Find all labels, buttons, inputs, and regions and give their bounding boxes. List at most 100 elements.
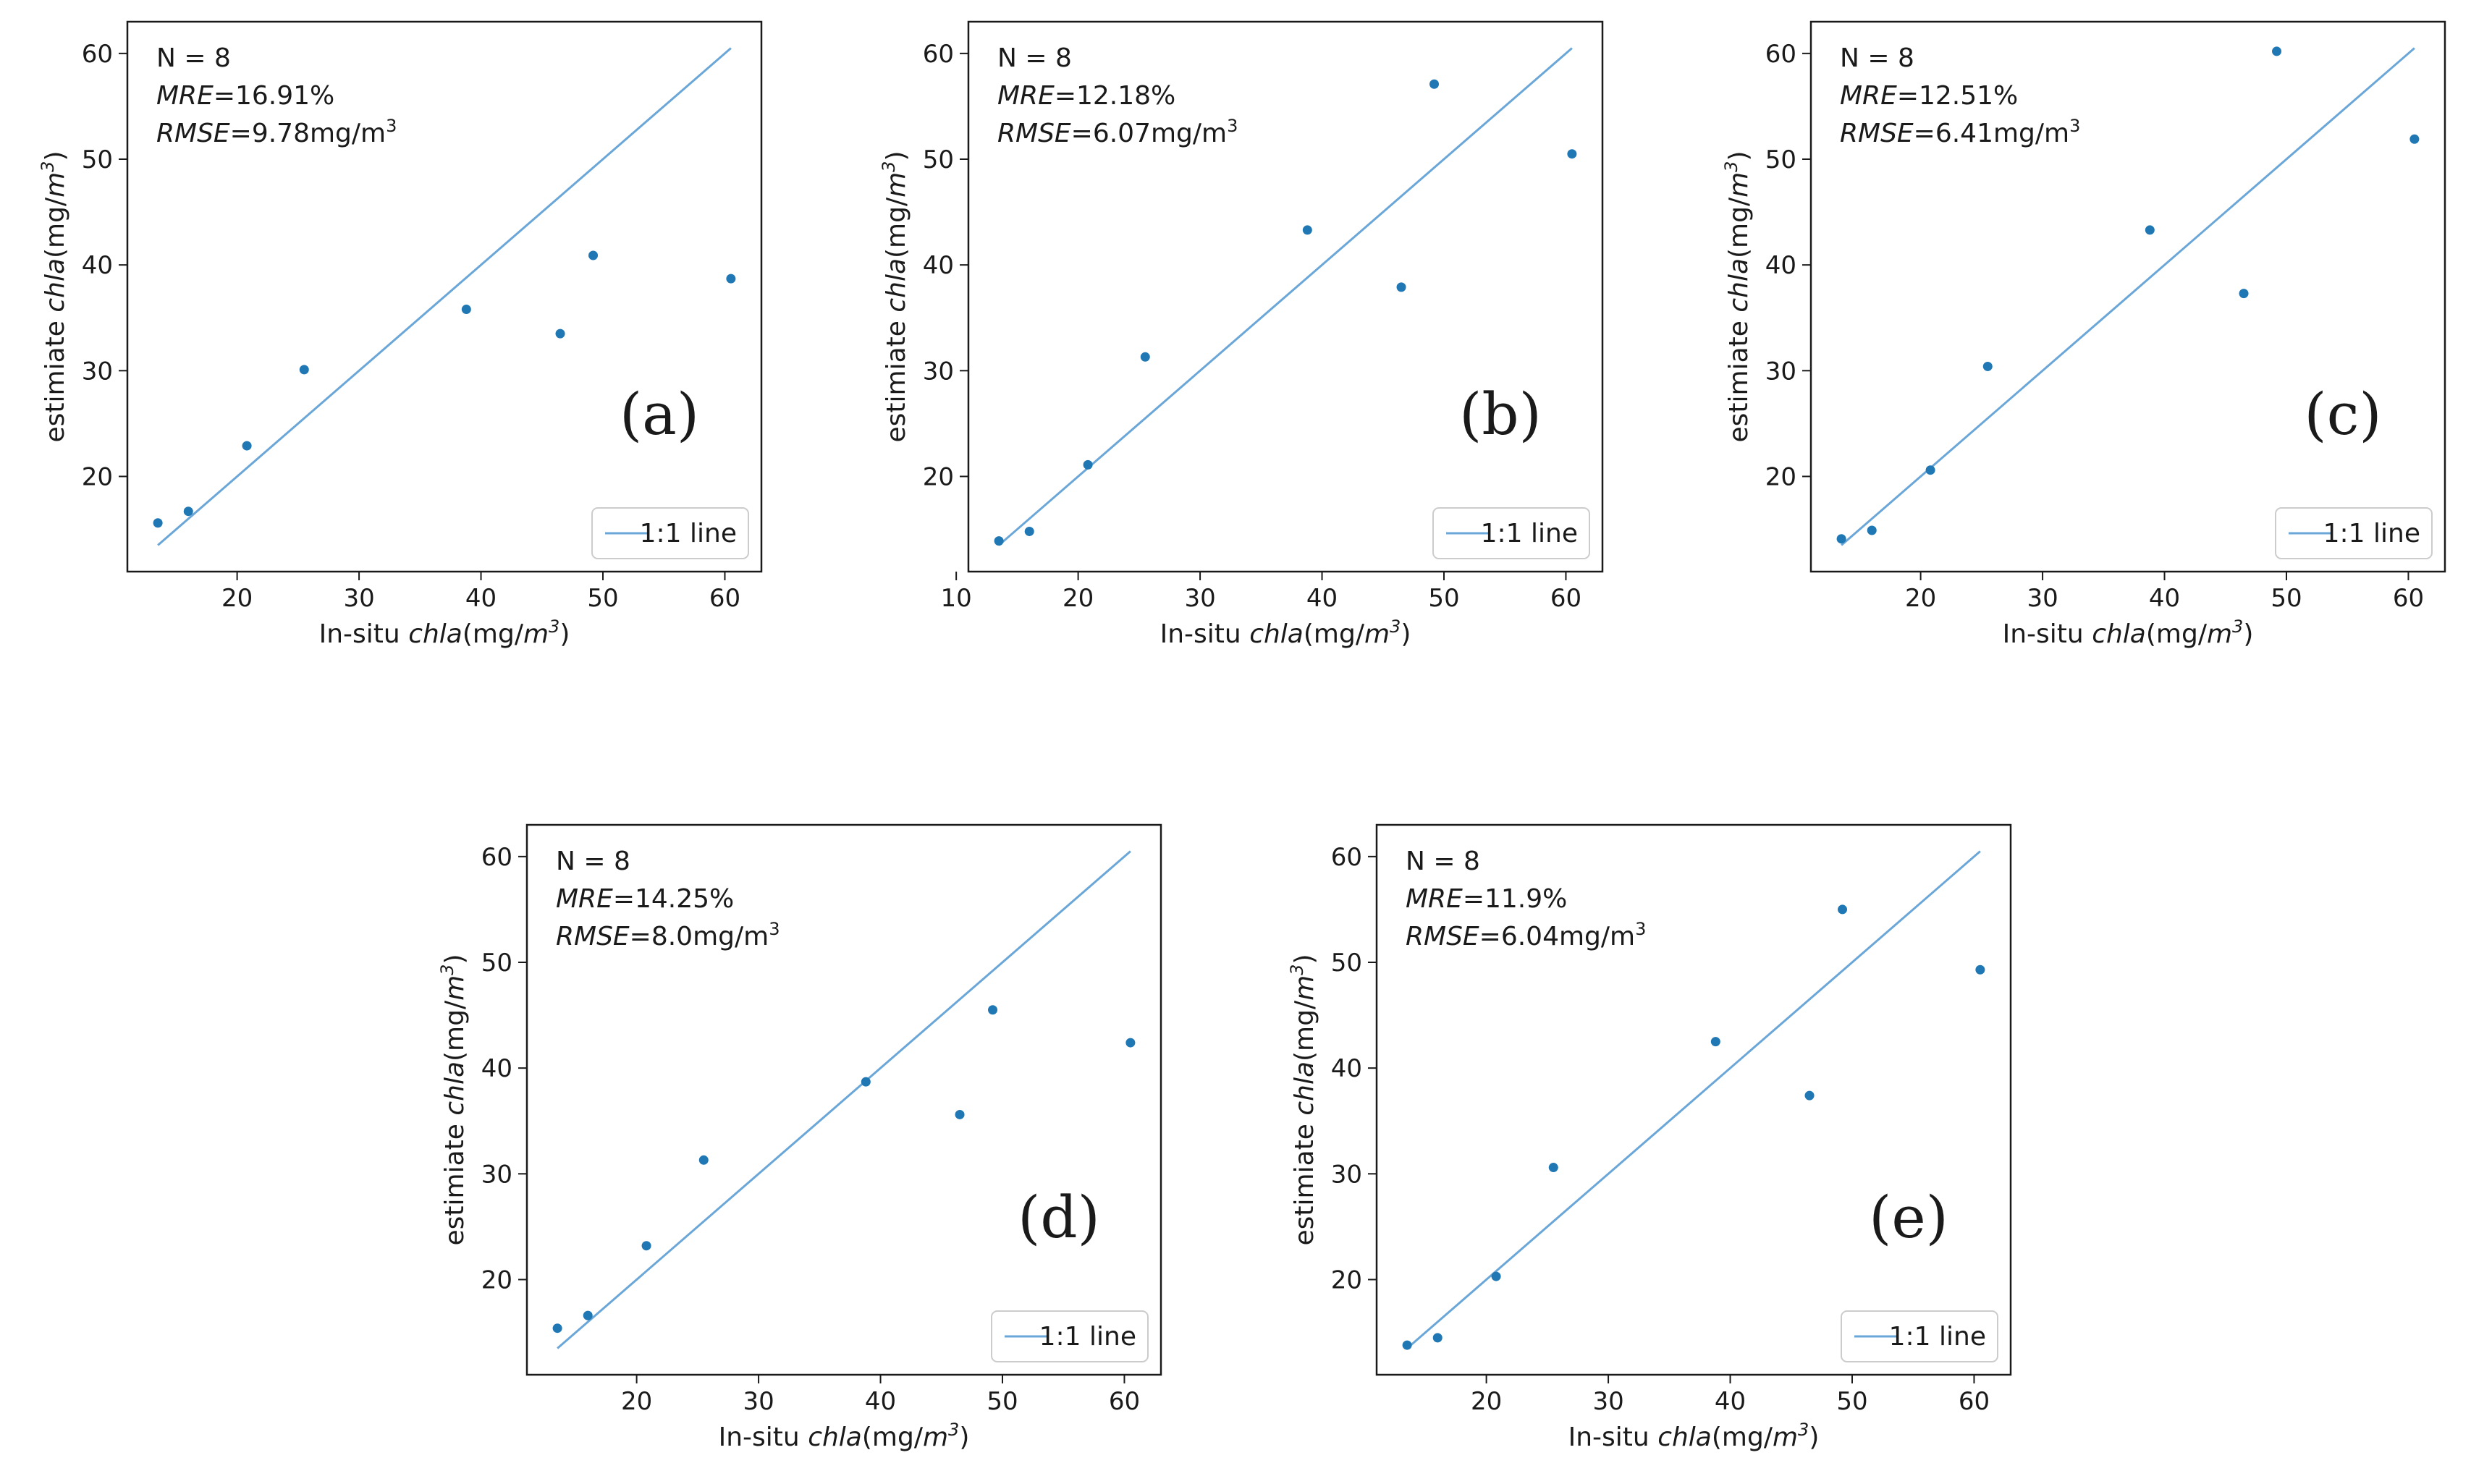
x-axis-label: In-situ chla(mg/m3) bbox=[1160, 616, 1411, 649]
plot-frame bbox=[1809, 20, 2446, 573]
mre-annotation: MRE=12.18% bbox=[997, 81, 1175, 111]
data-point bbox=[955, 1109, 965, 1119]
data-point bbox=[988, 1005, 998, 1015]
panel-a: 20 30 40 50 60 20 30 40 50 60 In-situ chla(mg/m3) e… bbox=[38, 20, 763, 649]
mre-annotation: MRE=11.9% bbox=[1406, 884, 1567, 914]
panel-e: 20 30 40 50 60 20 30 40 50 60 In-situ chla(mg/m3) e… bbox=[1287, 823, 2012, 1452]
rmse-annotation: RMSE=6.04mg/m3 bbox=[1406, 919, 1646, 951]
y-tick-label: 60 bbox=[82, 40, 113, 69]
n-annotation: N = 8 bbox=[997, 43, 1072, 73]
panel-label: (a) bbox=[620, 381, 699, 448]
y-tick-label: 30 bbox=[82, 357, 113, 386]
data-point bbox=[994, 536, 1004, 546]
x-tick-label: 50 bbox=[587, 584, 618, 613]
y-tick-label: 40 bbox=[923, 251, 954, 280]
y-tick-label: 60 bbox=[1331, 843, 1362, 872]
data-point bbox=[641, 1241, 651, 1251]
data-point bbox=[2272, 46, 2282, 56]
legend-box bbox=[1432, 507, 1590, 559]
panel-label: (c) bbox=[2304, 381, 2381, 448]
rmse-annotation: RMSE=6.07mg/m3 bbox=[997, 116, 1238, 148]
legend-label: 1:1 line bbox=[640, 519, 737, 548]
data-point bbox=[1804, 1090, 1815, 1101]
legend-label: 1:1 line bbox=[1889, 1322, 1986, 1352]
y-axis-label: estimiate chla(mg/m3) bbox=[38, 150, 70, 442]
data-point bbox=[242, 441, 252, 451]
data-point bbox=[1125, 1038, 1136, 1048]
x-tick-label: 60 bbox=[1550, 584, 1581, 613]
x-axis-label: In-situ chla(mg/m3) bbox=[319, 616, 570, 649]
x-tick-label: 60 bbox=[2393, 584, 2424, 613]
legend-box bbox=[1841, 1310, 1998, 1362]
plot-frame bbox=[1375, 823, 2012, 1376]
data-point bbox=[552, 1323, 562, 1334]
reference-line-1-1 bbox=[1406, 850, 1981, 1349]
data-point bbox=[299, 365, 309, 375]
y-tick-label: 60 bbox=[923, 40, 954, 69]
y-tick-label: 40 bbox=[1765, 251, 1796, 280]
plot-frame bbox=[525, 823, 1162, 1376]
panel-d: 20 30 40 50 60 20 30 40 50 60 In-situ chla(mg/m3) e… bbox=[437, 823, 1162, 1452]
x-tick-label: 40 bbox=[2149, 584, 2180, 613]
data-point bbox=[1083, 459, 1093, 470]
data-point bbox=[861, 1077, 871, 1087]
data-point bbox=[1429, 79, 1440, 89]
data-point bbox=[1710, 1037, 1720, 1047]
data-point bbox=[698, 1155, 709, 1165]
y-tick-label: 20 bbox=[923, 462, 954, 491]
y-tick-label: 30 bbox=[481, 1160, 512, 1189]
legend-label: 1:1 line bbox=[2323, 519, 2420, 548]
reference-line-1-1 bbox=[1841, 47, 2415, 546]
x-tick-label: 60 bbox=[1959, 1387, 1990, 1416]
x-axis-label: In-situ chla(mg/m3) bbox=[2003, 616, 2254, 649]
panel-c: 20 30 40 50 60 20 30 40 50 60 In-situ chla(mg/m3) e… bbox=[1721, 20, 2446, 649]
y-tick-label: 50 bbox=[923, 145, 954, 174]
n-annotation: N = 8 bbox=[556, 847, 630, 876]
plot-frame bbox=[967, 20, 1604, 573]
data-point bbox=[1491, 1271, 1501, 1281]
reference-line-1-1 bbox=[557, 850, 1131, 1349]
y-tick-label: 60 bbox=[481, 843, 512, 872]
x-tick-label: 20 bbox=[621, 1387, 652, 1416]
data-point bbox=[153, 518, 163, 528]
reference-line-1-1 bbox=[998, 47, 1573, 546]
y-axis-label: estimiate chla(mg/m3) bbox=[1721, 150, 1754, 442]
x-tick-label: 60 bbox=[709, 584, 740, 613]
panel-label: (d) bbox=[1018, 1184, 1100, 1251]
x-tick-label: 50 bbox=[987, 1387, 1018, 1416]
x-tick-label: 30 bbox=[343, 584, 374, 613]
legend-label: 1:1 line bbox=[1039, 1322, 1136, 1352]
data-point bbox=[1402, 1340, 1412, 1350]
panel-b: 10 20 30 40 50 60 20 30 40 50 60 In-situ chla(mg/m3… bbox=[879, 20, 1604, 649]
y-tick-label: 20 bbox=[82, 462, 113, 491]
mre-annotation: MRE=14.25% bbox=[556, 884, 734, 914]
y-tick-label: 50 bbox=[82, 145, 113, 174]
data-point bbox=[1432, 1333, 1443, 1343]
n-annotation: N = 8 bbox=[1406, 847, 1480, 876]
y-axis-label: estimiate chla(mg/m3) bbox=[879, 150, 911, 442]
y-tick-label: 40 bbox=[82, 251, 113, 280]
rmse-annotation: RMSE=9.78mg/m3 bbox=[156, 116, 397, 148]
y-tick-label: 50 bbox=[481, 949, 512, 978]
x-tick-label: 30 bbox=[2027, 584, 2058, 613]
x-tick-label: 20 bbox=[221, 584, 253, 613]
x-tick-label: 40 bbox=[1306, 584, 1338, 613]
data-point bbox=[1396, 282, 1406, 292]
plot-frame bbox=[126, 20, 763, 573]
x-tick-label: 50 bbox=[1428, 584, 1459, 613]
data-point bbox=[1925, 465, 1935, 475]
legend-box bbox=[591, 507, 749, 559]
data-point bbox=[1867, 525, 1877, 535]
n-annotation: N = 8 bbox=[1840, 43, 1914, 73]
legend-box bbox=[991, 1310, 1149, 1362]
x-tick-label: 10 bbox=[941, 584, 972, 613]
y-axis-label: estimiate chla(mg/m3) bbox=[437, 954, 470, 1245]
y-axis-label: estimiate chla(mg/m3) bbox=[1287, 954, 1319, 1245]
x-tick-label: 20 bbox=[1063, 584, 1094, 613]
x-tick-label: 50 bbox=[1836, 1387, 1867, 1416]
y-tick-label: 20 bbox=[1765, 462, 1796, 491]
x-tick-label: 20 bbox=[1471, 1387, 1502, 1416]
data-point bbox=[2409, 134, 2420, 144]
y-tick-label: 20 bbox=[481, 1265, 512, 1294]
